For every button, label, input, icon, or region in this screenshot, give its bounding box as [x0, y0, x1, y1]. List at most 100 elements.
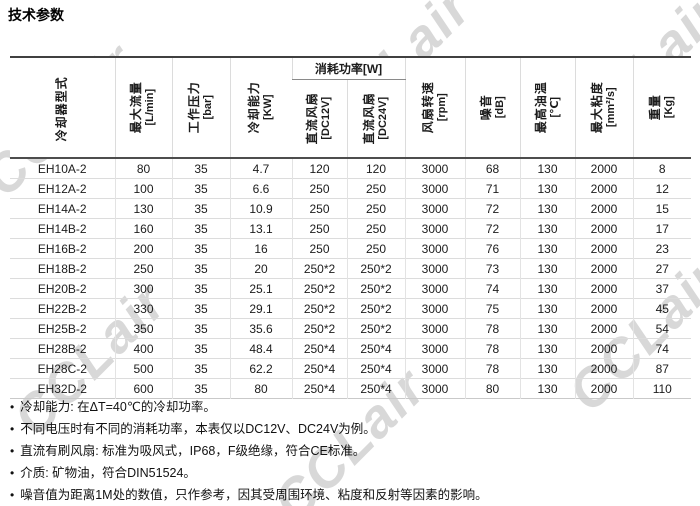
table-cell: 25.1: [229, 278, 292, 299]
table-row: EH20B-2 300 35 25.1 250*2 250*2 3000 74 130 2000 3…: [10, 278, 692, 299]
model-cell: EH12A-2: [10, 178, 115, 199]
table-cell: 250*2: [291, 298, 347, 319]
table-cell: 75: [464, 298, 521, 319]
table-cell: 78: [464, 318, 521, 339]
table-cell: 37: [632, 278, 692, 299]
page-title: 技术参数: [8, 7, 64, 23]
table-cell: 2000: [574, 358, 634, 379]
table-cell: 3000: [404, 338, 466, 359]
table-cell: 12: [632, 178, 692, 199]
table-row: EH25B-2 350 35 35.6 250*2 250*2 3000 78 130 2000 5…: [10, 318, 692, 339]
table-cell: 120: [346, 157, 406, 179]
table-cell: 250: [346, 218, 406, 239]
table-cell: 15: [632, 198, 692, 219]
table-cell: 250: [291, 198, 347, 219]
table-cell: 35: [171, 298, 230, 319]
table-cell: 72: [464, 218, 521, 239]
table-cell: 200: [114, 238, 172, 259]
table-cell: 100: [114, 178, 172, 199]
parameters-table: 冷却器型式 最大流量 [L/min] 工作压力 [bar] 冷却能力 [KW] 消耗功率[W]…: [10, 56, 692, 399]
table-cell: 62.2: [229, 358, 292, 379]
table-cell: 3000: [404, 378, 466, 399]
table-cell: 130: [519, 258, 576, 279]
footnote: 噪音值为距离1M处的数值，只作参考，因其受周围环境、粘度和反射等因素的影响。: [10, 484, 487, 506]
table-cell: 250*4: [291, 338, 347, 359]
table-cell: 110: [632, 378, 692, 399]
table-cell: 3000: [404, 198, 466, 219]
table-row: EH16B-2 200 35 16 250 250 3000 76 130 2000 23: [10, 238, 692, 259]
table-cell: 35: [171, 258, 230, 279]
table-cell: 2000: [574, 198, 634, 219]
table-cell: 250: [346, 198, 406, 219]
table-cell: 4.7: [229, 157, 292, 179]
table-cell: 3000: [404, 238, 466, 259]
table-cell: 2000: [574, 338, 634, 359]
table-cell: 2000: [574, 238, 634, 259]
table-cell: 250: [291, 238, 347, 259]
table-cell: 35: [171, 378, 230, 399]
table-cell: 130: [519, 378, 576, 399]
table-cell: 250*4: [346, 378, 406, 399]
table-cell: 29.1: [229, 298, 292, 319]
table-cell: 3000: [404, 318, 466, 339]
column-header: 风扇转速 [rpm]: [404, 57, 466, 158]
table-cell: 130: [519, 318, 576, 339]
table-row: EH28C-2 500 35 62.2 250*4 250*4 3000 78 130 2000 8…: [10, 358, 692, 379]
table-cell: 600: [114, 378, 172, 399]
group-header-consumption: 消耗功率[W]: [291, 57, 406, 80]
table-cell: 78: [464, 358, 521, 379]
table-cell: 16: [229, 238, 292, 259]
table-cell: 2000: [574, 298, 634, 319]
model-cell: EH14B-2: [10, 218, 115, 239]
table-cell: 78: [464, 338, 521, 359]
parameters-table-wrap: 冷却器型式 最大流量 [L/min] 工作压力 [bar] 冷却能力 [KW] 消耗功率[W]…: [10, 56, 692, 399]
table-cell: 3000: [404, 218, 466, 239]
model-cell: EH10A-2: [10, 157, 115, 179]
footnote: 直流有刷风扇: 标准为吸风式，IP68，F级绝缘，符合CE标准。: [10, 440, 488, 462]
table-cell: 250*4: [291, 358, 347, 379]
table-row: EH12A-2 100 35 6.6 250 250 3000 71 130 2000 12: [10, 178, 692, 199]
table-cell: 35.6: [229, 318, 292, 339]
column-header: 重量 [Kg]: [632, 57, 692, 158]
table-cell: 35: [171, 278, 230, 299]
table-cell: 10.9: [229, 198, 292, 219]
table-cell: 130: [519, 278, 576, 299]
table-cell: 2000: [574, 318, 634, 339]
table-cell: 35: [171, 338, 230, 359]
table-cell: 3000: [404, 278, 466, 299]
model-cell: EH14A-2: [10, 198, 115, 219]
table-cell: 23: [632, 238, 692, 259]
table-cell: 35: [171, 157, 230, 179]
table-cell: 2000: [574, 278, 634, 299]
table-cell: 250*2: [291, 318, 347, 339]
table-cell: 400: [114, 338, 172, 359]
table-cell: 6.6: [229, 178, 292, 199]
table-row: EH14B-2 160 35 13.1 250 250 3000 72 130 2000 17: [10, 218, 692, 239]
table-cell: 2000: [574, 157, 634, 179]
model-cell: EH25B-2: [10, 318, 115, 339]
model-cell: EH28B-2: [10, 338, 115, 359]
table-cell: 3000: [404, 298, 466, 319]
table-row: EH18B-2 250 35 20 250*2 250*2 3000 73 130 2000 27: [10, 258, 692, 279]
table-row: EH32D-2 600 35 80 250*4 250*4 3000 80 130 2000 110: [10, 378, 692, 399]
table-cell: 250*2: [291, 258, 347, 279]
table-cell: 35: [171, 198, 230, 219]
model-cell: EH16B-2: [10, 238, 115, 259]
table-cell: 250: [291, 218, 347, 239]
column-header: 冷却能力 [KW]: [229, 57, 292, 158]
table-cell: 250*2: [346, 258, 406, 279]
column-header: 冷却器型式: [10, 57, 115, 158]
table-cell: 250*4: [346, 338, 406, 359]
table-cell: 80: [114, 157, 172, 179]
table-cell: 27: [632, 258, 692, 279]
table-row: EH22B-2 330 35 29.1 250*2 250*2 3000 75 130 2000 4…: [10, 298, 692, 319]
table-cell: 35: [171, 178, 230, 199]
model-cell: EH28C-2: [10, 358, 115, 379]
table-cell: 130: [114, 198, 172, 219]
footnote: 不同电压时有不同的消耗功率，本表仅以DC12V、DC24V为例。: [10, 418, 488, 440]
table-body: EH10A-2 80 35 4.7 120 120 3000 68 130 2000 8 EH12A-…: [10, 157, 692, 399]
table-cell: 3000: [404, 258, 466, 279]
table-row: EH10A-2 80 35 4.7 120 120 3000 68 130 2000 8: [10, 157, 692, 179]
